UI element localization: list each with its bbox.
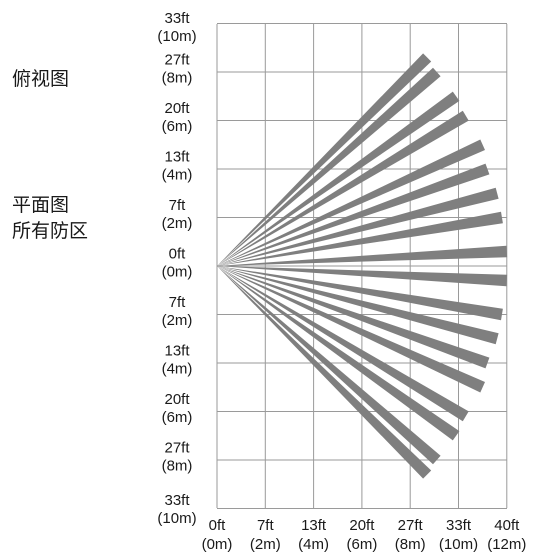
x-tick-m-label: (2m) [250,536,281,553]
y-tick-m-label: (2m) [162,312,193,329]
y-tick-ft-label: 20ft [164,391,190,408]
detection-beam-4 [217,110,469,266]
detection-beam-1 [217,53,432,267]
x-tick-ft-label: 40ft [494,517,520,534]
y-tick-m-label: (10m) [157,510,196,527]
y-tick-ft-label: 27ft [164,440,190,457]
detection-beam-18 [217,266,432,479]
plan-view-label: 平面图 [12,194,70,216]
x-tick-ft-label: 7ft [257,517,275,534]
detection-beam-7 [217,187,499,266]
x-tick-ft-label: 0ft [209,517,227,534]
y-tick-ft-label: 20ft [164,100,190,117]
y-tick-ft-label: 7ft [169,294,187,311]
y-tick-ft-label: 13ft [164,149,190,166]
detection-beam-11 [217,266,503,321]
y-tick-m-label: (6m) [162,409,193,426]
y-tick-m-label: (0m) [162,264,193,281]
y-tick-ft-label: 7ft [169,197,187,214]
y-tick-ft-label: 0ft [169,246,187,263]
top-view-label: 俯视图 [12,68,70,90]
x-tick-m-label: (6m) [346,536,377,553]
x-tick-m-label: (12m) [487,536,526,553]
detection-beam-5 [217,139,485,266]
detection-beam-6 [217,163,490,266]
y-tick-m-label: (2m) [162,215,193,232]
y-tick-ft-label: 33ft [164,492,190,509]
beam-group [217,53,508,479]
x-tick-m-label: (4m) [298,536,329,553]
detection-beam-16 [217,266,460,441]
y-tick-m-label: (8m) [162,70,193,87]
detection-beam-3 [217,91,460,266]
detection-beam-8 [217,211,503,266]
x-tick-ft-label: 27ft [398,517,424,534]
x-tick-m-label: (0m) [202,536,233,553]
detection-beam-12 [217,266,499,345]
y-tick-ft-label: 13ft [164,343,190,360]
y-axis-labels: 33ft(10m)27ft(8m)20ft(6m)13ft(4m)7ft(2m)… [157,10,196,527]
detection-beam-9 [217,245,508,266]
y-tick-ft-label: 33ft [164,10,190,27]
detection-beam-2 [217,67,441,266]
y-tick-m-label: (4m) [162,361,193,378]
detection-beam-15 [217,266,469,422]
x-tick-ft-label: 20ft [349,517,375,534]
x-tick-m-label: (8m) [395,536,426,553]
y-tick-m-label: (8m) [162,458,193,475]
grid [216,23,508,509]
detection-beam-17 [217,266,441,465]
y-tick-m-label: (4m) [162,167,193,184]
x-tick-ft-label: 33ft [446,517,472,534]
detection-beam-14 [217,266,485,393]
y-tick-m-label: (10m) [157,28,196,45]
x-tick-ft-label: 13ft [301,517,327,534]
y-tick-m-label: (6m) [162,118,193,135]
x-axis-labels: 0ft (0m) 7ft (2m) 13ft (4m) 20ft (6m) 27ft (8m) 33… [202,517,527,553]
all-zones-label: 所有防区 [12,220,89,242]
x-tick-m-label: (10m) [439,536,478,553]
y-tick-ft-label: 27ft [164,52,190,69]
detection-beam-13 [217,266,490,369]
detection-beam-10 [217,266,508,287]
